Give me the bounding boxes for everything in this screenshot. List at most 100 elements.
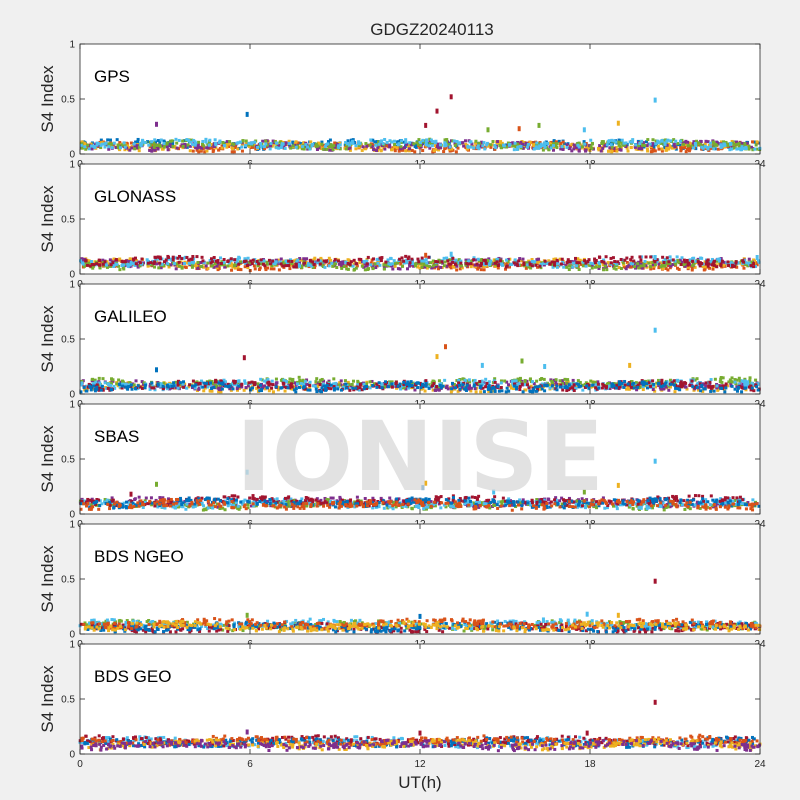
data-point [380, 256, 384, 260]
data-point [422, 263, 426, 267]
data-point [357, 145, 361, 149]
data-point [578, 258, 582, 262]
data-point [565, 265, 569, 269]
data-point [454, 386, 458, 390]
data-point [109, 381, 113, 385]
data-point [191, 255, 195, 259]
data-point [358, 386, 362, 390]
data-point [617, 143, 621, 147]
data-point [172, 381, 176, 385]
data-point [543, 144, 547, 148]
data-point [445, 264, 449, 268]
data-point [487, 380, 491, 384]
data-point [529, 266, 533, 270]
y-tick-label: 1 [69, 280, 75, 291]
data-point [600, 141, 604, 145]
data-point [518, 257, 522, 261]
data-point [723, 384, 727, 388]
data-point [730, 147, 734, 151]
data-point [360, 264, 364, 268]
data-point [365, 380, 369, 384]
data-point [617, 266, 621, 270]
data-point [237, 256, 241, 260]
data-point [704, 381, 708, 385]
data-point [652, 266, 656, 270]
data-point [161, 384, 165, 388]
data-point [643, 259, 647, 263]
data-point [469, 140, 473, 144]
data-point [752, 262, 756, 266]
data-point [551, 144, 555, 148]
data-point [681, 384, 685, 388]
data-point [210, 386, 214, 390]
data-point [622, 143, 626, 147]
data-point [691, 263, 695, 267]
data-point [284, 141, 288, 145]
data-point [257, 145, 261, 149]
data-point [193, 143, 197, 147]
data-point [201, 139, 205, 143]
data-point [270, 144, 274, 148]
data-point [143, 141, 147, 145]
data-point [137, 149, 141, 153]
data-point [313, 384, 317, 388]
data-point [650, 143, 654, 147]
data-point [337, 262, 341, 266]
data-point [521, 146, 525, 150]
data-point [598, 144, 602, 148]
data-point [589, 261, 593, 265]
data-point [697, 261, 701, 265]
data-point [711, 140, 715, 144]
data-point [412, 142, 416, 146]
data-point [118, 385, 122, 389]
data-point [442, 256, 446, 260]
data-point [92, 144, 96, 148]
data-point [669, 139, 673, 143]
data-point [393, 145, 397, 149]
data-point [359, 258, 363, 262]
data-point [336, 387, 340, 391]
data-point [755, 385, 759, 389]
data-point [259, 377, 263, 381]
data-point [365, 384, 369, 388]
data-point [164, 382, 168, 386]
data-point [237, 386, 241, 390]
data-point [431, 384, 435, 388]
data-point [121, 380, 125, 384]
data-point [543, 389, 547, 393]
data-point [101, 377, 105, 381]
data-point [667, 147, 671, 151]
data-point [200, 146, 204, 150]
data-point [320, 142, 324, 146]
data-point [110, 388, 114, 392]
data-point [320, 377, 324, 381]
data-point [677, 261, 681, 265]
data-point [123, 148, 127, 152]
data-point [728, 148, 732, 152]
data-point [81, 262, 85, 266]
data-point [679, 143, 683, 147]
data-point [756, 259, 760, 263]
data-point [574, 145, 578, 149]
data-point [319, 498, 323, 502]
data-point [195, 380, 199, 384]
data-point [377, 140, 381, 144]
data-point [511, 144, 515, 148]
data-point [99, 388, 103, 392]
data-point [315, 390, 319, 394]
data-point [333, 259, 337, 263]
data-point [718, 380, 722, 384]
data-point [244, 261, 248, 265]
data-point [685, 258, 689, 262]
data-point [344, 264, 348, 268]
data-point [642, 145, 646, 149]
data-point [428, 137, 432, 141]
data-point [177, 138, 181, 142]
data-point [660, 147, 664, 151]
data-point [615, 263, 619, 267]
data-point [560, 379, 564, 383]
data-point [152, 386, 156, 390]
data-point [442, 264, 446, 268]
data-point [208, 146, 212, 150]
data-point [583, 259, 587, 263]
